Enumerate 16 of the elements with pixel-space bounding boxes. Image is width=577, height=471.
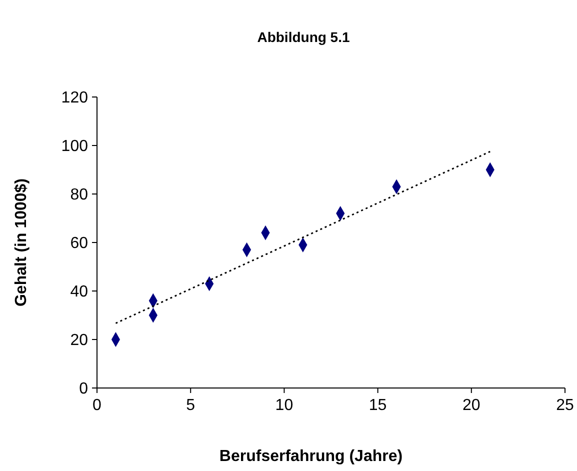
x-tick-label: 10 xyxy=(275,397,294,414)
x-tick-label: 15 xyxy=(368,397,387,414)
y-tick-label: 20 xyxy=(70,332,88,350)
x-tick-label: 20 xyxy=(462,397,480,414)
chart-title: Abbildung 5.1 xyxy=(257,29,350,45)
y-tick-label: 100 xyxy=(61,138,88,156)
x-axis-title: Berufserfahrung (Jahre) xyxy=(219,448,403,465)
y-tick-label: 60 xyxy=(70,235,88,252)
y-tick-label: 0 xyxy=(79,380,88,398)
y-axis-title: Gehalt (in 1000$) xyxy=(13,178,30,307)
y-tick-label: 80 xyxy=(70,186,88,204)
x-tick-label: 5 xyxy=(186,397,196,414)
y-tick-label: 120 xyxy=(61,90,88,107)
x-tick-label: 25 xyxy=(556,397,574,414)
y-tick-label: 40 xyxy=(70,284,88,301)
x-tick-label: 0 xyxy=(92,397,102,414)
